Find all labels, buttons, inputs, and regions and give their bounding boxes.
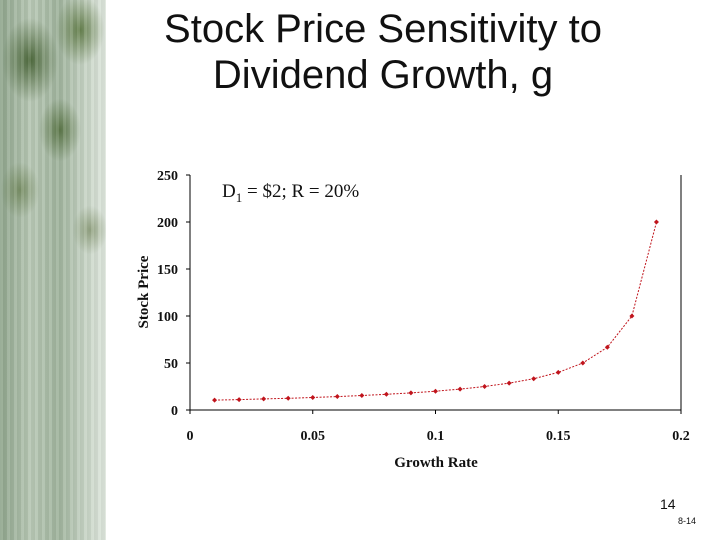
data-point [531,376,537,382]
y-tick-label: 0 [171,404,178,419]
x-tick-label: 0.05 [301,429,326,444]
data-point [482,384,488,389]
slide-title: Stock Price Sensitivity to Dividend Grow… [110,6,656,98]
x-tick-label: 0.15 [546,429,571,444]
chart-axes [189,175,682,411]
data-point [359,393,365,399]
data-point [310,394,316,400]
x-tick-label: 0.2 [672,429,690,444]
data-point [261,396,267,402]
data-point [457,386,463,392]
page-number: 14 [660,496,676,512]
slide-code: 8-14 [678,516,697,526]
annotation-main: D [222,181,236,202]
data-point [212,397,218,403]
data-point [629,313,635,319]
data-point [334,394,340,400]
data-point [285,395,291,401]
slide-title-line-1: Stock Price Sensitivity to [164,7,602,51]
chart-tick-labels: 0 50 100 150 200 250 0 0.05 0.1 0.15 0.2 [157,169,690,444]
data-point [653,219,659,225]
background-foliage-image [0,0,106,540]
annotation-subscript: 1 [236,190,243,205]
x-tick-label: 0 [187,429,194,444]
y-tick-label: 100 [157,310,178,325]
chart-annotation: D1 = $2; R = 20% [222,181,359,205]
y-tick-label: 150 [157,263,178,278]
data-point [236,397,242,403]
slide-title-line-2: Dividend Growth, g [212,53,554,97]
data-point [433,388,438,394]
y-axis-label: Stock Price [136,255,152,328]
data-point [383,391,389,397]
x-axis-label: Growth Rate [394,455,478,471]
data-point [604,344,610,350]
data-point [506,380,512,386]
y-tick-label: 200 [157,216,178,231]
data-point [580,360,586,366]
y-tick-label: 50 [164,357,178,372]
data-point [555,369,561,375]
data-point [408,390,414,396]
y-tick-label: 250 [157,169,178,184]
x-tick-label: 0.1 [427,429,445,444]
annotation-rest: = $2; R = 20% [242,181,359,202]
chart-series [212,219,659,403]
series-line [214,221,657,401]
